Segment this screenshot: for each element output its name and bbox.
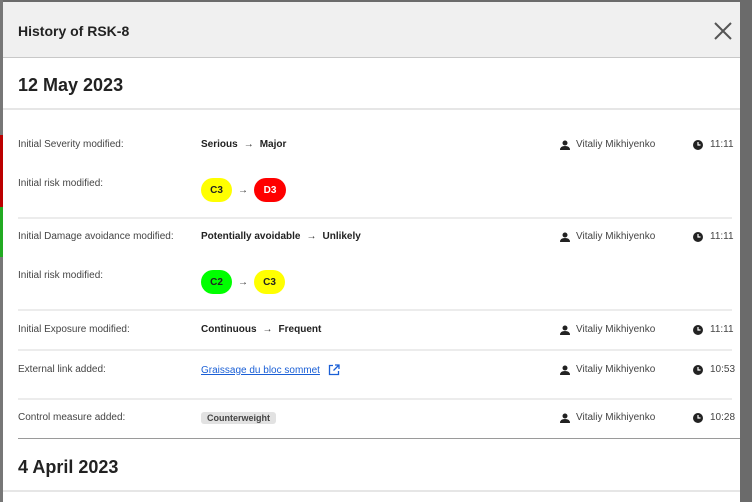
risk-chip-new: C3 (254, 270, 285, 294)
entry-change: Continuous → Frequent (201, 324, 321, 335)
entry-label: Control measure added: (18, 412, 126, 423)
entry-label: Initial risk modified: (18, 270, 104, 281)
entry-label: Initial Damage avoidance modified: (18, 231, 174, 242)
divider (18, 398, 732, 400)
clock-icon (693, 231, 703, 242)
entry-time: 11:11 (693, 139, 734, 150)
time-value: 11:11 (710, 324, 734, 335)
entry-change: C2 → C3 (201, 270, 285, 294)
history-modal: History of RSK-8 12 May 2023 Initial Sev… (3, 2, 740, 502)
entry-change: Graissage du bloc sommet (201, 364, 340, 376)
time-value: 11:11 (710, 231, 734, 242)
clock-icon (693, 364, 703, 375)
entry-change: Counterweight (201, 412, 276, 424)
entry-user: Vitaliy Mikhiyenko (560, 324, 655, 335)
entry-time: 11:11 (693, 231, 734, 242)
entry-user: Vitaliy Mikhiyenko (560, 364, 655, 375)
entry-user: Vitaliy Mikhiyenko (560, 412, 655, 423)
new-value: Unlikely (322, 231, 361, 242)
arrow-icon: → (243, 139, 254, 150)
control-measure-tag: Counterweight (201, 412, 276, 424)
modal-header: History of RSK-8 (3, 2, 740, 58)
old-value: Potentially avoidable (201, 231, 301, 242)
group-divider (18, 438, 740, 439)
date-heading: 4 April 2023 (18, 457, 119, 477)
new-value: Frequent (278, 324, 322, 335)
modal-title: History of RSK-8 (18, 23, 130, 39)
time-value: 10:53 (710, 364, 736, 375)
entry-time: 11:11 (693, 324, 734, 335)
user-icon (560, 140, 570, 150)
close-icon[interactable] (712, 20, 734, 42)
divider (18, 309, 732, 311)
entry-label: Initial risk modified: (18, 178, 104, 189)
entry-user: Vitaliy Mikhiyenko (560, 139, 655, 150)
time-value: 10:28 (710, 412, 736, 423)
risk-chip-new: D3 (254, 178, 286, 202)
user-icon (560, 413, 570, 423)
entry-label: External link added: (18, 364, 106, 375)
divider (18, 217, 732, 219)
arrow-icon: → (238, 276, 248, 288)
clock-icon (693, 412, 703, 423)
clock-icon (693, 324, 703, 335)
external-link-icon[interactable] (328, 364, 340, 376)
date-header (3, 58, 740, 110)
entry-time: 10:53 (693, 364, 735, 375)
user-name: Vitaliy Mikhiyenko (576, 364, 656, 375)
entry-change: Serious → Major (201, 139, 286, 150)
user-icon (560, 325, 570, 335)
new-value: Major (259, 139, 287, 150)
risk-chip-old: C2 (201, 270, 232, 294)
user-name: Vitaliy Mikhiyenko (576, 324, 656, 335)
old-value: Serious (201, 139, 238, 150)
date-heading: 12 May 2023 (18, 75, 124, 95)
arrow-icon: → (262, 324, 273, 335)
entry-change: C3 → D3 (201, 178, 286, 202)
divider (3, 490, 740, 492)
time-value: 11:11 (710, 139, 734, 150)
user-name: Vitaliy Mikhiyenko (576, 231, 656, 242)
user-icon (560, 365, 570, 375)
divider (18, 349, 732, 351)
entry-time: 10:28 (693, 412, 735, 423)
entry-change: Potentially avoidable → Unlikely (201, 231, 361, 242)
entry-label: Initial Exposure modified: (18, 324, 130, 335)
entry-label: Initial Severity modified: (18, 139, 124, 150)
user-name: Vitaliy Mikhiyenko (576, 139, 656, 150)
arrow-icon: → (238, 184, 248, 196)
entry-user: Vitaliy Mikhiyenko (560, 231, 655, 242)
clock-icon (693, 139, 703, 150)
old-value: Continuous (201, 324, 257, 335)
arrow-icon: → (306, 231, 317, 242)
risk-chip-old: C3 (201, 178, 232, 202)
user-name: Vitaliy Mikhiyenko (576, 412, 656, 423)
external-link[interactable]: Graissage du bloc sommet (201, 364, 320, 376)
user-icon (560, 232, 570, 242)
